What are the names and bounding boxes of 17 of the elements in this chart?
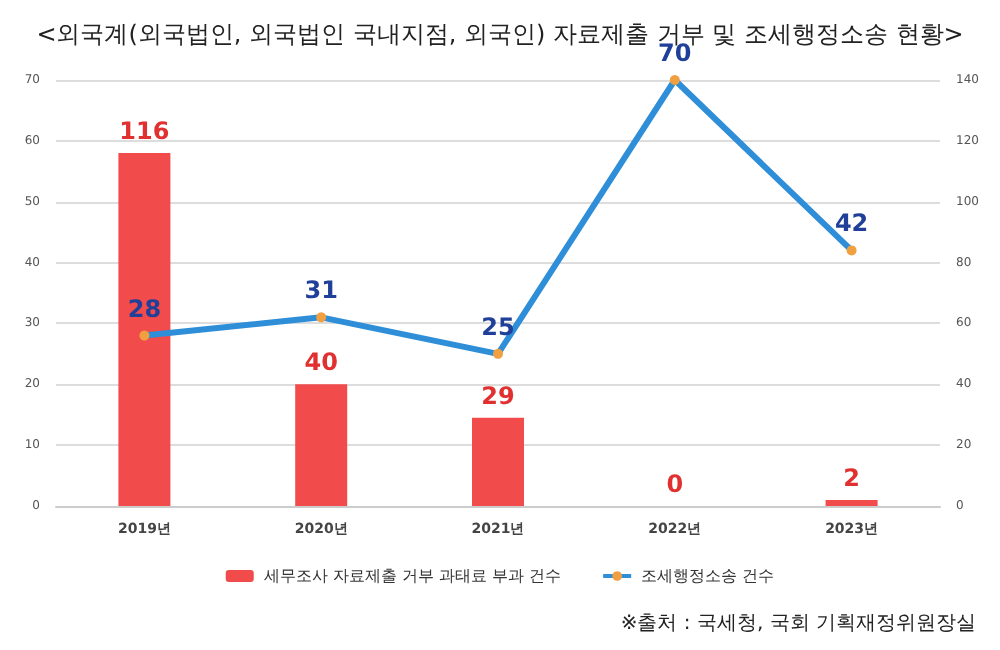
text: ※출처 : 국세청, 국회 기획재정위원장실 (620, 613, 977, 635)
data-label: 40 (304, 348, 338, 377)
data-label: 25 (481, 312, 515, 341)
data-label: 42 (834, 209, 869, 238)
data-label: 29 (481, 381, 515, 410)
data-label: 28 (127, 294, 162, 323)
bar (118, 153, 171, 506)
bar (825, 499, 878, 506)
bar (295, 384, 348, 506)
bar (472, 417, 524, 506)
chart-title: <외국계(외국법인, 외국법인 국내지점, 외국인) 자료제출 거부 및 조세행정소송 현황> (36, 20, 964, 48)
data-label: 2 (843, 463, 860, 492)
data-label: 0 (666, 470, 684, 498)
data-label: 31 (304, 276, 338, 305)
legend-label: 조세행정소송 건수 (641, 567, 775, 585)
legend-label: 세무조사 자료제출 거부 과태료 부과 건수 (263, 567, 562, 585)
data-label: 116 (119, 117, 170, 146)
